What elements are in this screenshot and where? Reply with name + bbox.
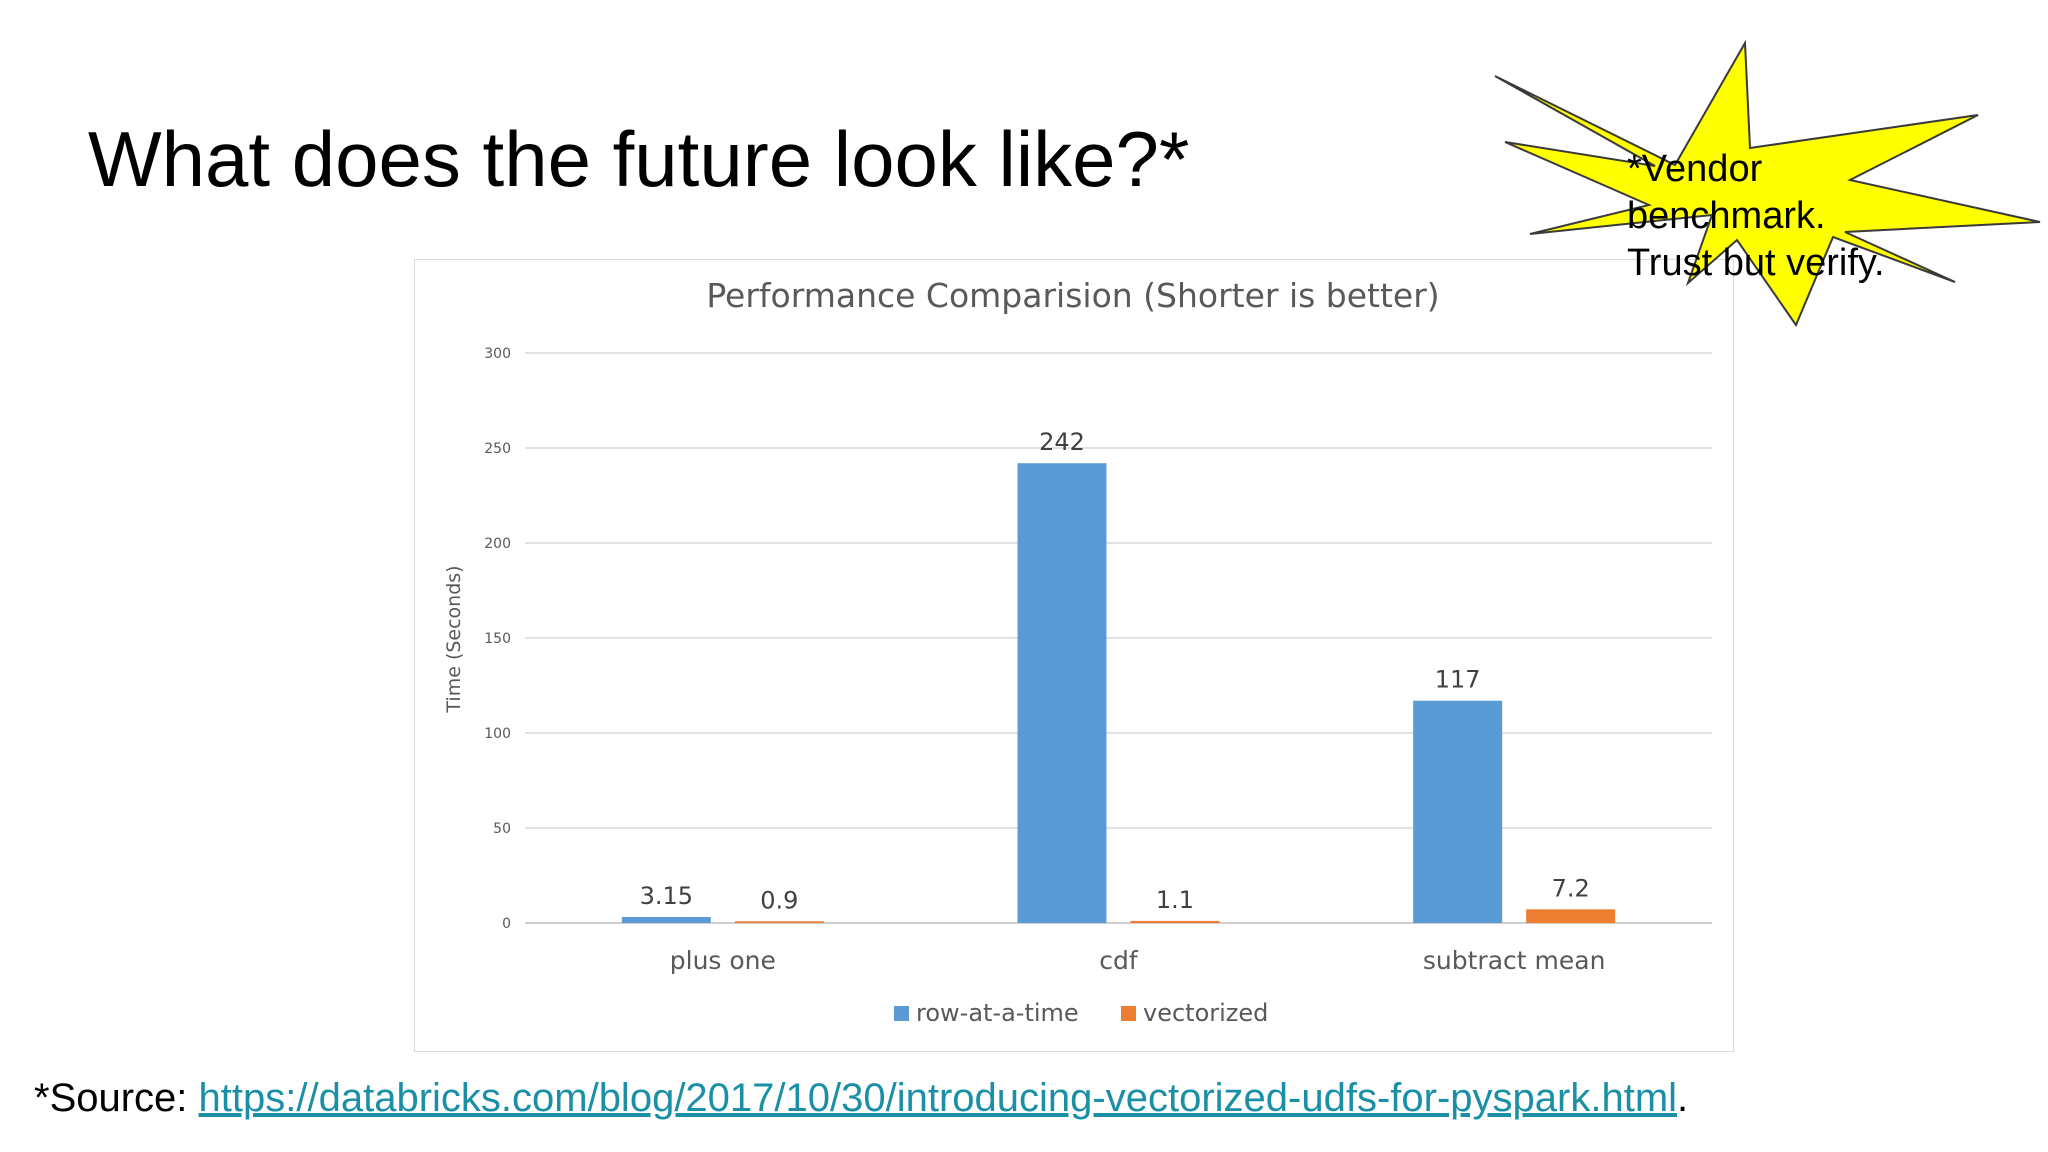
bars — [621, 463, 1616, 923]
slide-title: What does the future look like?* — [88, 115, 1190, 203]
callout-line-1: *Vendor — [1627, 148, 1763, 190]
bar-row-at-a-time — [1017, 463, 1107, 923]
y-tick-label: 100 — [484, 726, 511, 742]
y-tick-label: 150 — [484, 631, 511, 647]
bar-vectorized — [1526, 909, 1616, 923]
source-suffix: . — [1677, 1076, 1689, 1120]
legend-swatch — [894, 1006, 909, 1021]
x-tick-labels: plus one cdf subtract mean — [670, 946, 1606, 975]
bar-row-at-a-time — [621, 917, 711, 923]
y-tick-labels: 0 50 100 150 200 250 300 — [484, 346, 511, 932]
data-label: 1.1 — [1156, 886, 1194, 914]
data-label: 3.15 — [640, 882, 693, 910]
bar-row-at-a-time — [1413, 700, 1503, 923]
y-tick-label: 300 — [484, 346, 511, 362]
data-label: 242 — [1039, 428, 1085, 456]
y-axis-label: Time (Seconds) — [443, 565, 465, 713]
x-tick-label: plus one — [670, 946, 776, 975]
x-tick-label: cdf — [1099, 946, 1139, 975]
bar-vectorized — [1130, 920, 1220, 923]
callout-line-2: benchmark. — [1627, 195, 1826, 237]
gridlines — [525, 352, 1712, 924]
data-label: 0.9 — [760, 886, 798, 914]
data-labels: 3.15 0.9 242 1.1 117 7.2 — [640, 428, 1590, 914]
legend-label: row-at-a-time — [916, 999, 1079, 1027]
x-tick-label: subtract mean — [1423, 946, 1606, 975]
data-label: 7.2 — [1552, 874, 1590, 902]
legend-label: vectorized — [1143, 999, 1268, 1027]
bar-vectorized — [734, 921, 824, 923]
source-note: *Source: https://databricks.com/blog/201… — [34, 1076, 1688, 1121]
y-tick-label: 50 — [493, 821, 511, 837]
source-prefix: *Source: — [34, 1076, 199, 1120]
chart-container: Performance Comparision (Shorter is bett… — [414, 259, 1734, 1052]
legend: row-at-a-time vectorized — [894, 999, 1268, 1027]
y-tick-label: 250 — [484, 441, 511, 457]
chart-title: Performance Comparision (Shorter is bett… — [706, 276, 1439, 315]
source-link[interactable]: https://databricks.com/blog/2017/10/30/i… — [198, 1076, 1678, 1120]
data-label: 117 — [1435, 666, 1481, 694]
callout-line-3: Trust but verify. — [1627, 242, 1885, 284]
y-tick-label: 200 — [484, 536, 511, 552]
starburst-shape — [1494, 39, 2041, 328]
y-tick-label: 0 — [502, 916, 511, 932]
callout-text: *Vendor benchmark. Trust but verify. — [1627, 146, 1907, 287]
bar-chart: Performance Comparision (Shorter is bett… — [443, 276, 1712, 1027]
starburst-callout — [1494, 39, 2041, 328]
legend-swatch — [1121, 1006, 1136, 1021]
